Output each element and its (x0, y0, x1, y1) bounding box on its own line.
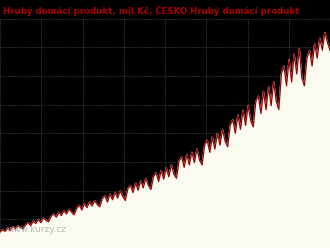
Text: Hrubý domácí produkt, mil.Kč, ČESKO Hrubý domácí produkt: Hrubý domácí produkt, mil.Kč, ČESKO Hrub… (3, 6, 300, 16)
Text: www.kurzy.cz: www.kurzy.cz (7, 225, 67, 234)
